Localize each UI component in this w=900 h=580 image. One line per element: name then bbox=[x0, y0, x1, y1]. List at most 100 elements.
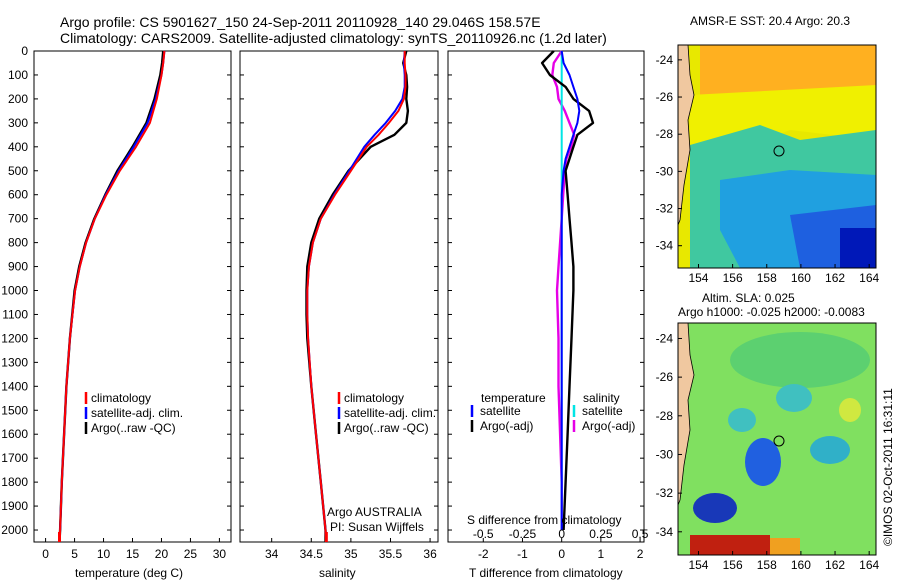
depth-tick-label: 1700 bbox=[1, 451, 28, 465]
sla-argo-marker bbox=[773, 435, 785, 447]
top-x-tick-label: -0.25 bbox=[509, 527, 537, 541]
sst-map-frame bbox=[677, 44, 877, 269]
depth-tick-label: 200 bbox=[8, 92, 28, 106]
sla-cyan-blob-1 bbox=[728, 408, 756, 432]
map-y-tick-label: -28 bbox=[656, 127, 674, 141]
map-x-tick-label: 158 bbox=[757, 271, 777, 285]
sst-map-title: AMSR-E SST: 20.4 Argo: 20.3 bbox=[690, 14, 850, 28]
temperature-panel-frame bbox=[33, 50, 232, 543]
imos-footer: ©IMOS 02-Oct-2011 16:31:11 bbox=[881, 388, 895, 546]
top-x-tick-label: 0.5 bbox=[632, 527, 649, 541]
sla-orange-band bbox=[770, 538, 800, 555]
x-tick-label: -1 bbox=[517, 547, 528, 561]
map-x-tick-label: 154 bbox=[688, 271, 708, 285]
x-tick-label: 35.5 bbox=[379, 547, 403, 561]
x-tick-label: 34 bbox=[265, 547, 279, 561]
legend-temp-argo-label: Argo(-adj) bbox=[480, 419, 533, 433]
salinity-panel-frame bbox=[239, 50, 439, 543]
sla-cyan-blob-2 bbox=[776, 384, 812, 412]
argo-country-annotation: Argo AUSTRALIA bbox=[327, 505, 422, 519]
salinity-chart: 34 34.5 35 35.5 36 bbox=[240, 50, 438, 561]
map-x-tick-label: 160 bbox=[791, 558, 811, 572]
depth-tick-label: 0 bbox=[21, 44, 28, 58]
depth-tick-label: 1200 bbox=[1, 331, 28, 345]
map-y-tick-label: -30 bbox=[656, 447, 674, 461]
depth-tick-label: 1100 bbox=[2, 307, 28, 321]
temperature-legend: climatology satellite-adj. clim. Argo(..… bbox=[84, 391, 183, 435]
map-x-tick-label: 154 bbox=[688, 558, 708, 572]
depth-tick-label: 800 bbox=[8, 236, 28, 250]
profile-title: Argo profile: CS 5901627_150 24-Sep-2011… bbox=[60, 14, 541, 30]
map-y-tick-label: -28 bbox=[656, 409, 674, 423]
depth-tick-label: 600 bbox=[8, 188, 28, 202]
map-y-tick-label: -24 bbox=[656, 331, 674, 345]
legend-satellite-label: satellite-adj. clim. bbox=[91, 406, 183, 420]
salinity-legend: climatology satellite-adj. clim. Argo(..… bbox=[327, 391, 436, 534]
map-y-tick-label: -34 bbox=[656, 525, 674, 539]
legend-sal-argo-label: Argo(-adj) bbox=[582, 419, 635, 433]
map-x-tick-label: 162 bbox=[825, 558, 845, 572]
map-y-tick-label: -30 bbox=[656, 164, 674, 178]
legend-temperature-title: temperature bbox=[481, 391, 546, 405]
map-x-tick-label: 162 bbox=[825, 271, 845, 285]
map-x-tick-label: 156 bbox=[723, 558, 743, 572]
legend-temp-satellite-label: satellite bbox=[480, 404, 521, 418]
map-x-tick-label: 160 bbox=[791, 271, 811, 285]
difference-chart: -2 -1 0 1 2 -0.5 -0.25 0 0.25 0.5 bbox=[448, 50, 649, 561]
legend-satellite-label: satellite-adj. clim. bbox=[344, 406, 436, 420]
map-y-tick-label: -26 bbox=[656, 370, 674, 384]
sla-darkblue-blob bbox=[693, 493, 737, 523]
x-tick-label: 5 bbox=[71, 547, 78, 561]
salinity-xlabel: salinity bbox=[319, 566, 356, 580]
series-line-climatology bbox=[58, 50, 166, 543]
map-x-tick-label: 164 bbox=[859, 271, 879, 285]
map-y-tick-label: -32 bbox=[656, 486, 674, 500]
top-x-tick-label: 0 bbox=[558, 527, 565, 541]
depth-axis: 0 100 200 300 400 500 600 700 800 900 1000 1100 1200… bbox=[1, 44, 28, 537]
map-x-tick-label: 164 bbox=[859, 558, 879, 572]
depth-tick-label: 1400 bbox=[1, 379, 28, 393]
depth-tick-label: 2000 bbox=[1, 523, 28, 537]
sst-darkblue-patch bbox=[840, 228, 876, 268]
difference-legend: temperature satellite Argo(-adj) salinit… bbox=[467, 391, 635, 527]
legend-sal-satellite-label: satellite bbox=[582, 404, 623, 418]
x-tick-label: 10 bbox=[97, 547, 111, 561]
depth-tick-label: 1300 bbox=[1, 355, 28, 369]
depth-tick-label: 900 bbox=[8, 260, 28, 274]
depth-tick-label: 500 bbox=[8, 164, 28, 178]
depth-tick-label: 100 bbox=[8, 68, 28, 82]
sla-yellow-blob bbox=[839, 398, 861, 422]
series-line-temperature-satellite bbox=[560, 50, 581, 530]
x-tick-label: 15 bbox=[126, 547, 140, 561]
x-tick-label: 34.5 bbox=[300, 547, 324, 561]
map-y-tick-label: -32 bbox=[656, 202, 674, 216]
series-line-temperature-argo-adj- bbox=[540, 50, 595, 531]
sla-red-band bbox=[690, 535, 770, 555]
legend-argo-label: Argo(..raw -QC) bbox=[91, 421, 176, 435]
x-tick-label: 25 bbox=[184, 547, 198, 561]
temperature-chart: 0 5 10 15 20 25 30 bbox=[34, 50, 231, 561]
sla-map-title-line1: Altim. SLA: 0.025 bbox=[702, 291, 795, 305]
sla-map-title-line2: Argo h1000: -0.025 h2000: -0.0083 bbox=[678, 305, 865, 319]
legend-argo-label: Argo(..raw -QC) bbox=[344, 421, 429, 435]
legend-climatology-label: climatology bbox=[344, 391, 404, 405]
map-y-tick-label: -34 bbox=[656, 239, 674, 253]
x-tick-label: 0 bbox=[42, 547, 49, 561]
x-tick-label: 20 bbox=[155, 547, 169, 561]
sla-green-blob bbox=[730, 332, 870, 388]
legend-climatology-label: climatology bbox=[91, 391, 151, 405]
sla-land bbox=[677, 322, 695, 506]
map-x-tick-label: 156 bbox=[723, 271, 743, 285]
difference-panel-frame bbox=[447, 50, 645, 543]
x-tick-label: -2 bbox=[478, 547, 489, 561]
depth-tick-label: 1800 bbox=[1, 475, 28, 489]
x-tick-label: 30 bbox=[213, 547, 227, 561]
sla-map-frame bbox=[677, 322, 877, 556]
temperature-xlabel: temperature (deg C) bbox=[75, 566, 183, 580]
argo-pi-annotation: PI: Susan Wijffels bbox=[330, 520, 424, 534]
depth-tick-label: 1900 bbox=[1, 499, 28, 513]
sla-map bbox=[677, 322, 877, 556]
sla-blue-blob bbox=[745, 438, 781, 486]
x-tick-label: 36 bbox=[423, 547, 437, 561]
climatology-title: Climatology: CARS2009. Satellite-adjuste… bbox=[60, 30, 607, 46]
